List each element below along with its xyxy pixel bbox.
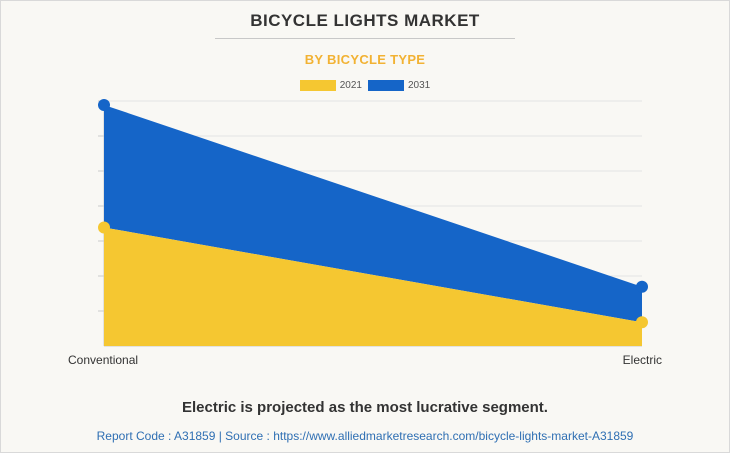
chart-headline: Electric is projected as the most lucrat… — [182, 399, 548, 416]
legend-label-2031: 2031 — [408, 80, 431, 91]
chart-title: BICYCLE LIGHTS MARKET — [250, 11, 480, 30]
point-2021-electric — [636, 316, 648, 329]
point-2031-electric — [636, 280, 648, 293]
point-2031-conventional — [98, 98, 110, 111]
chart-subtitle: BY BICYCLE TYPE — [304, 52, 426, 67]
legend: 2021 2031 — [0, 80, 730, 91]
legend-item-2031[interactable]: 2031 — [368, 80, 430, 91]
area-2031 — [104, 104, 642, 323]
legend-swatch-2021 — [299, 80, 336, 91]
point-2021-conventional — [98, 221, 110, 234]
legend-swatch-2031 — [368, 80, 404, 91]
legend-label-2021: 2021 — [339, 80, 362, 91]
area-2021 — [104, 227, 642, 346]
title-divider — [215, 38, 515, 39]
x-tick-label-electric: Electric — [623, 353, 662, 367]
x-tick-label-conventional: Conventional — [68, 353, 138, 367]
legend-item-2021[interactable]: 2021 — [299, 80, 362, 91]
source-line: Report Code : A31859 | Source : https://… — [96, 429, 634, 443]
